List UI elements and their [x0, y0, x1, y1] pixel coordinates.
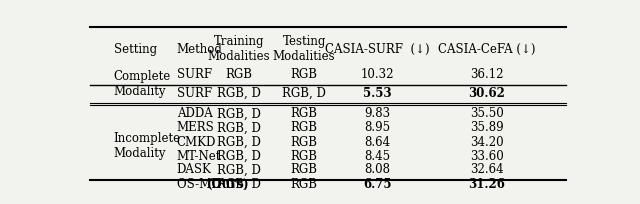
Text: 8.64: 8.64: [365, 135, 390, 148]
Text: RGB: RGB: [225, 68, 252, 80]
Text: RGB, D: RGB, D: [217, 163, 260, 175]
Text: CASIA-CeFA (↓): CASIA-CeFA (↓): [438, 42, 536, 55]
Text: MT-Net: MT-Net: [177, 149, 221, 162]
Text: Testing
Modalities: Testing Modalities: [273, 35, 335, 63]
Text: Complete
Modality: Complete Modality: [114, 69, 171, 97]
Text: RGB: RGB: [291, 107, 317, 120]
Text: 35.50: 35.50: [470, 107, 504, 120]
Text: 30.62: 30.62: [468, 86, 505, 99]
Text: 8.95: 8.95: [365, 121, 390, 134]
Text: CASIA-SURF  (↓): CASIA-SURF (↓): [325, 42, 430, 55]
Text: 33.60: 33.60: [470, 149, 504, 162]
Text: RGB, D: RGB, D: [217, 107, 260, 120]
Text: ADDA: ADDA: [177, 107, 212, 120]
Text: 32.64: 32.64: [470, 163, 504, 175]
Text: MERS: MERS: [177, 121, 214, 134]
Text: 9.83: 9.83: [365, 107, 390, 120]
Text: 31.26: 31.26: [468, 177, 505, 190]
Text: RGB, D: RGB, D: [217, 135, 260, 148]
Text: RGB: RGB: [291, 121, 317, 134]
Text: SURF: SURF: [177, 86, 212, 99]
Text: 6.75: 6.75: [364, 177, 392, 190]
Text: 8.45: 8.45: [365, 149, 390, 162]
Text: 10.32: 10.32: [361, 68, 394, 80]
Text: CMKD: CMKD: [177, 135, 216, 148]
Text: Training
Modalities: Training Modalities: [207, 35, 270, 63]
Text: RGB: RGB: [291, 163, 317, 175]
Text: (Ours): (Ours): [207, 177, 249, 190]
Text: 34.20: 34.20: [470, 135, 504, 148]
Text: RGB: RGB: [291, 177, 317, 190]
Text: RGB: RGB: [291, 135, 317, 148]
Text: Incomplete
Modality: Incomplete Modality: [114, 131, 181, 159]
Text: RGB, D: RGB, D: [217, 121, 260, 134]
Text: DASK: DASK: [177, 163, 212, 175]
Text: RGB, D: RGB, D: [217, 149, 260, 162]
Text: 36.12: 36.12: [470, 68, 504, 80]
Text: RGB, D: RGB, D: [282, 86, 326, 99]
Text: RGB, D: RGB, D: [217, 177, 260, 190]
Text: Setting: Setting: [114, 42, 157, 55]
Text: OS-MD: OS-MD: [177, 177, 224, 190]
Text: RGB: RGB: [291, 68, 317, 80]
Text: 5.53: 5.53: [364, 86, 392, 99]
Text: RGB: RGB: [291, 149, 317, 162]
Text: SURF: SURF: [177, 68, 212, 80]
Text: 8.08: 8.08: [365, 163, 390, 175]
Text: 35.89: 35.89: [470, 121, 504, 134]
Text: Method: Method: [177, 42, 223, 55]
Text: RGB, D: RGB, D: [217, 86, 260, 99]
